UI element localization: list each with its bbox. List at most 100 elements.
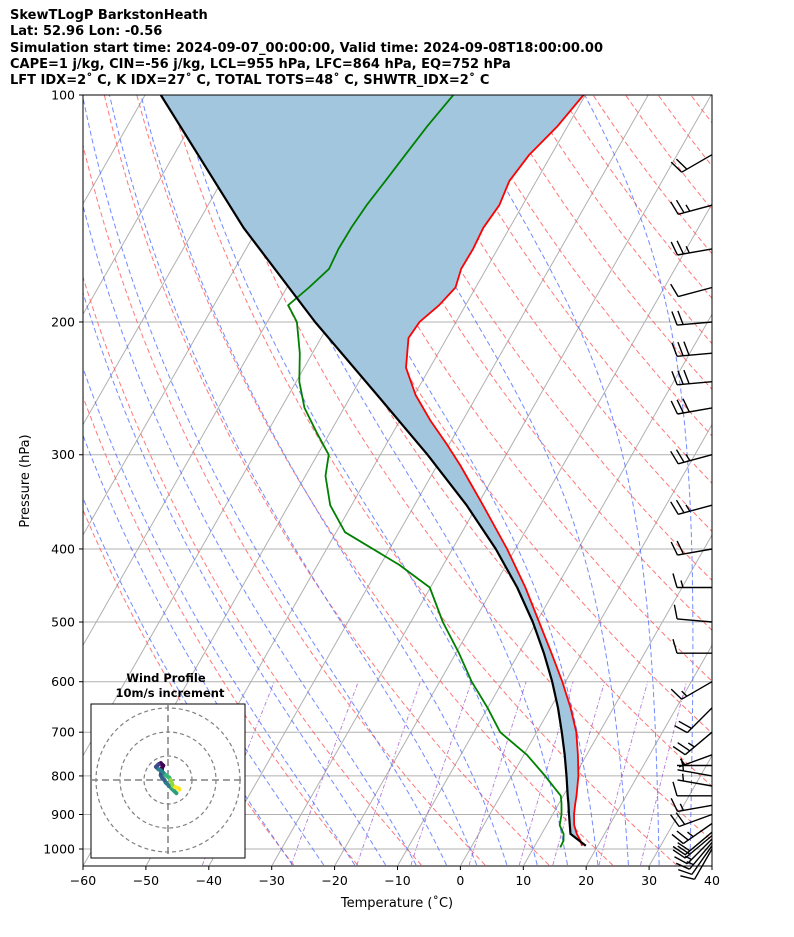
y-tick-label: 700: [51, 725, 75, 740]
wind-barb-shaft: [678, 754, 713, 768]
wind-barb-flag: [677, 341, 684, 356]
isotherm-line: [334, 202, 712, 866]
wind-barb: [670, 499, 713, 515]
wind-barb-flag: [670, 501, 679, 515]
wind-barb: [674, 707, 713, 734]
isotherm-line: [271, 95, 712, 866]
moist-adiabat-line: [281, 95, 599, 866]
wind-barb-flag: [670, 541, 679, 556]
wind-barb-shaft: [677, 804, 713, 813]
wind-barb-shaft: [681, 154, 713, 173]
wind-barb-flag: [672, 845, 686, 856]
wind-barb-flag: [685, 504, 691, 512]
wind-barb-flag: [685, 454, 691, 462]
moist-adiabat-line: [356, 95, 629, 866]
dry-adiabat-line: [331, 95, 712, 631]
isotherm-line: [208, 95, 649, 866]
wind-barb-shaft: [677, 321, 713, 326]
wind-barb-shaft: [682, 822, 713, 845]
dry-adiabat-line: [83, 275, 422, 866]
x-tick-label: 10: [515, 873, 531, 888]
wind-barb-shaft: [693, 848, 713, 880]
wind-barb-flag: [675, 199, 685, 214]
wind-barb-flag: [683, 341, 690, 356]
profiles: [159, 95, 587, 848]
wind-barb: [671, 310, 713, 326]
wind-barb-flag: [678, 720, 692, 730]
wind-barb: [670, 240, 713, 256]
mixing-ratio-line: [468, 681, 527, 866]
dry-adiabat-line: [690, 95, 712, 124]
dry-adiabat-line: [299, 95, 712, 682]
mixing-ratio-line: [356, 681, 421, 866]
moist-adiabat-line: [83, 291, 386, 866]
mixing-ratio-line: [598, 681, 649, 866]
wind-barb: [672, 731, 713, 756]
wind-barb: [670, 449, 713, 465]
wind-barb-flag: [671, 370, 678, 386]
wind-barb-shaft: [691, 845, 713, 875]
wind-barb-flag: [675, 812, 686, 825]
dry-adiabat-line: [397, 95, 712, 533]
moist-adiabat-line: [584, 95, 694, 865]
moist-adiabat-line: [720, 95, 743, 865]
wind-barb-flag: [674, 724, 688, 734]
y-tick-label: 400: [51, 541, 75, 556]
wind-barb-flag: [681, 690, 688, 697]
wind-barb-flag: [687, 742, 695, 748]
isotherm-line: [460, 423, 712, 866]
moist-adiabat-line: [83, 203, 417, 866]
wind-barb: [670, 797, 713, 813]
wind-barb-flag: [676, 240, 685, 255]
mixing-ratio-line: [640, 681, 687, 866]
dry-adiabat-line: [429, 95, 712, 484]
wind-barb-flag: [677, 370, 684, 385]
x-tick-label: 40: [704, 873, 720, 888]
hodograph-title: Wind Profile: [126, 671, 206, 685]
wind-barb: [672, 781, 712, 797]
y-tick-label: 1000: [43, 842, 75, 857]
moist-adiabat-line: [83, 433, 325, 866]
wind-barb: [671, 369, 713, 386]
x-tick-label: −40: [196, 873, 222, 888]
wind-barb-flag: [670, 797, 679, 812]
wind-barb-flag: [677, 742, 691, 752]
isotherm-line: [649, 754, 712, 866]
wind-barb-flag: [670, 400, 679, 415]
isotherm-line: [83, 95, 209, 316]
wind-barb-flag: [676, 830, 689, 841]
hodograph-trace: [176, 786, 182, 792]
wind-barb-flag: [675, 499, 685, 514]
moist-adiabat-line: [223, 95, 568, 866]
wind-barb-shaft: [677, 407, 713, 415]
moist-adiabat-line: [83, 95, 447, 866]
wind-barb-flag: [672, 573, 678, 588]
wind-barb-flag: [677, 868, 693, 876]
wind-barb-flag: [675, 158, 688, 170]
wind-barb-flag: [672, 745, 686, 756]
simulation-times: Simulation start time: 2024-09-07_00:00:…: [10, 40, 603, 56]
moist-adiabat-line: [140, 95, 508, 866]
x-tick-label: 0: [456, 873, 464, 888]
wind-barb: [672, 639, 712, 654]
y-tick-label: 600: [51, 674, 75, 689]
wind-barb-flag: [676, 540, 685, 555]
y-tick-label: 100: [51, 88, 75, 103]
stability-params: CAPE=1 j/kg, CIN=-56 j/kg, LCL=955 hPa, …: [10, 56, 511, 72]
wind-barb-shaft: [677, 352, 713, 357]
station-coords: Lat: 52.96 Lon: -0.56: [10, 24, 163, 40]
wind-barb-flag: [680, 580, 684, 588]
dry-adiabat-line: [83, 508, 295, 866]
dry-adiabat-line: [364, 95, 712, 582]
x-tick-label: −20: [321, 873, 347, 888]
wind-barb-flag: [673, 604, 678, 620]
wind-barb-flag: [686, 860, 694, 866]
wind-barb-flag: [671, 342, 678, 357]
y-tick-label: 300: [51, 447, 75, 462]
wind-barb-shaft: [677, 248, 713, 256]
temperature-line: [405, 95, 585, 846]
dry-adiabat-line: [103, 95, 550, 866]
mixing-ratio-line: [290, 681, 359, 866]
x-tick-label: 30: [641, 873, 657, 888]
